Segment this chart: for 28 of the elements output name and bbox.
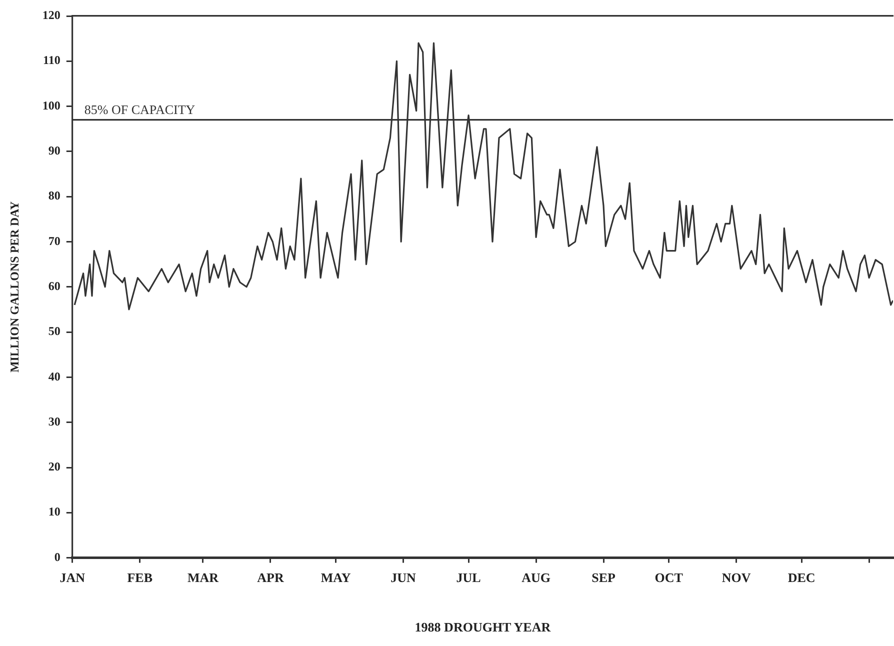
- y-tick-label: 100: [42, 98, 60, 112]
- x-axis-title: 1988 DROUGHT YEAR: [414, 620, 552, 635]
- ref-line-label: 85% OF CAPACITY: [84, 102, 196, 117]
- y-tick-label: 60: [48, 278, 60, 293]
- x-tick-label: JAN: [60, 570, 86, 585]
- x-tick-label: MAR: [187, 570, 220, 585]
- x-tick-label: JUN: [390, 570, 416, 585]
- x-tick-label: OCT: [654, 570, 684, 585]
- y-tick-label: 110: [43, 53, 60, 68]
- x-tick-label: MAY: [320, 570, 352, 585]
- y-tick-label: 20: [48, 460, 60, 474]
- y-tick-label: 50: [48, 324, 60, 338]
- y-tick-label: 40: [48, 369, 60, 384]
- x-tick-label: APR: [257, 570, 284, 585]
- x-tick-label: DEC: [788, 570, 816, 585]
- y-tick-label: 10: [48, 504, 60, 519]
- y-tick-label: 30: [48, 414, 60, 428]
- y-tick-label: 0: [54, 550, 60, 564]
- x-tick-label: NOV: [722, 570, 752, 585]
- y-axis-title: MILLION GALLONS PER DAY: [7, 200, 22, 373]
- y-tick-label: 120: [42, 8, 60, 22]
- x-tick-label: AUG: [522, 570, 550, 585]
- y-tick-label: 70: [48, 234, 60, 248]
- y-tick-label: 90: [48, 144, 60, 158]
- x-tick-label: JUL: [456, 570, 482, 585]
- y-tick-label: 80: [48, 188, 60, 203]
- x-tick-label: SEP: [592, 570, 616, 585]
- x-tick-label: FEB: [127, 570, 153, 585]
